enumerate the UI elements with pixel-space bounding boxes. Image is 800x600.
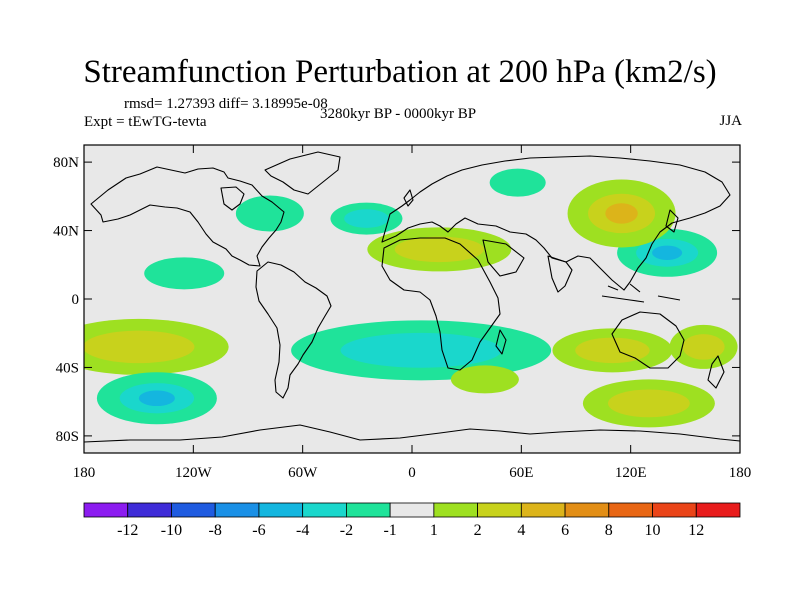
colorbar-swatch	[433, 502, 479, 518]
x-tick-label: 60W	[288, 465, 318, 481]
colorbar-label: 4	[517, 522, 525, 539]
colorbar-swatch	[520, 502, 566, 518]
coast-africa	[381, 237, 501, 371]
colorbar-swatch	[214, 502, 260, 518]
anomaly-contour-inner	[84, 330, 195, 364]
colorbar-swatch	[127, 502, 172, 518]
anomaly-contour-inner	[575, 337, 650, 364]
colorbar-swatch	[171, 502, 216, 518]
x-tick-label: 0	[408, 465, 416, 481]
coast-south-america	[255, 261, 332, 399]
colorbar-swatch	[345, 502, 391, 518]
colorbar-swatch	[258, 502, 304, 518]
anomaly-contour-core	[652, 245, 683, 260]
x-tick-label: 180	[729, 465, 752, 481]
x-axis: 180 120W 60W 0 60E 120E 180	[73, 145, 752, 481]
coastlines	[84, 151, 740, 443]
anomaly-contour-outer	[144, 257, 225, 290]
colorbar-swatch	[302, 502, 347, 518]
y-tick-label: 80N	[53, 155, 79, 171]
colorbar-label: 8	[605, 522, 613, 539]
colorbar-label: -6	[252, 522, 265, 539]
anomaly-contour-inner	[607, 389, 690, 418]
colorbar-label: -1	[383, 522, 396, 539]
colorbar-label: -12	[117, 522, 138, 539]
coast-india	[547, 255, 573, 293]
x-tick-label: 60E	[509, 465, 533, 481]
coast-hudson-bay	[220, 186, 245, 211]
colorbar-label: -10	[161, 522, 182, 539]
anomaly-contour-outer	[450, 365, 519, 394]
anomaly-contour-inner	[394, 236, 484, 263]
anomaly-contour-outer	[235, 195, 304, 232]
colorbar-label: 6	[561, 522, 569, 539]
x-tick-label: 120E	[615, 465, 647, 481]
colorbar-label: -4	[296, 522, 309, 539]
coast-antarctica	[84, 424, 740, 443]
colorbar-label: 10	[645, 522, 661, 539]
coast-new-zealand	[707, 355, 725, 389]
y-tick-label: 40N	[53, 224, 79, 240]
coast-indonesia	[601, 283, 681, 303]
y-tick-label: 40S	[56, 360, 79, 376]
anomaly-contour-inner	[344, 209, 389, 228]
coast-europe-asia	[381, 155, 731, 291]
anomaly-contour-outer	[489, 168, 546, 197]
y-axis: 80N 40N 0 40S 80S	[53, 155, 740, 445]
y-tick-label: 80S	[56, 429, 79, 445]
colorbar-label: 12	[688, 522, 704, 539]
colorbar-label: -2	[340, 522, 353, 539]
x-tick-label: 180	[73, 465, 96, 481]
colorbar-swatch	[608, 502, 653, 518]
colorbar-swatch	[564, 502, 610, 518]
colorbar-label: 1	[430, 522, 438, 539]
colorbar-label: 2	[474, 522, 482, 539]
coast-arabia	[482, 239, 525, 277]
colorbar-swatch	[652, 502, 697, 518]
coast-madagascar	[495, 329, 507, 355]
coast-uk	[403, 189, 414, 207]
stats-label: rmsd= 1.27393 diff= 3.18995e-08	[124, 96, 328, 112]
anomaly-contour-inner	[340, 332, 502, 368]
period-label: 3280kyr BP - 0000kyr BP	[320, 106, 477, 122]
colorbar-swatch	[477, 502, 522, 518]
colorbar-swatch	[695, 502, 741, 518]
colorbar: -12 -10 -8 -6 -4 -2 -1 1 2 4 6 8 10 12	[83, 502, 741, 539]
y-tick-label: 0	[72, 292, 80, 308]
colorbar-swatch	[83, 502, 129, 518]
anomaly-contour-core	[605, 203, 638, 224]
x-tick-label: 120W	[175, 465, 213, 481]
coast-japan	[665, 209, 679, 233]
season-label: JJA	[719, 113, 742, 129]
experiment-label: Expt = tEwTG-tevta	[84, 114, 207, 130]
chart-title: Streamfunction Perturbation at 200 hPa (…	[83, 54, 717, 90]
coast-north-america	[90, 166, 285, 267]
colorbar-swatch	[389, 502, 435, 518]
anomaly-contours	[84, 168, 738, 428]
map-area	[84, 145, 740, 453]
coast-australia	[611, 311, 685, 369]
coast-greenland	[264, 151, 341, 195]
colorbar-label: -8	[209, 522, 222, 539]
anomaly-contour-core	[138, 390, 175, 407]
anomaly-contour-inner	[682, 334, 725, 360]
